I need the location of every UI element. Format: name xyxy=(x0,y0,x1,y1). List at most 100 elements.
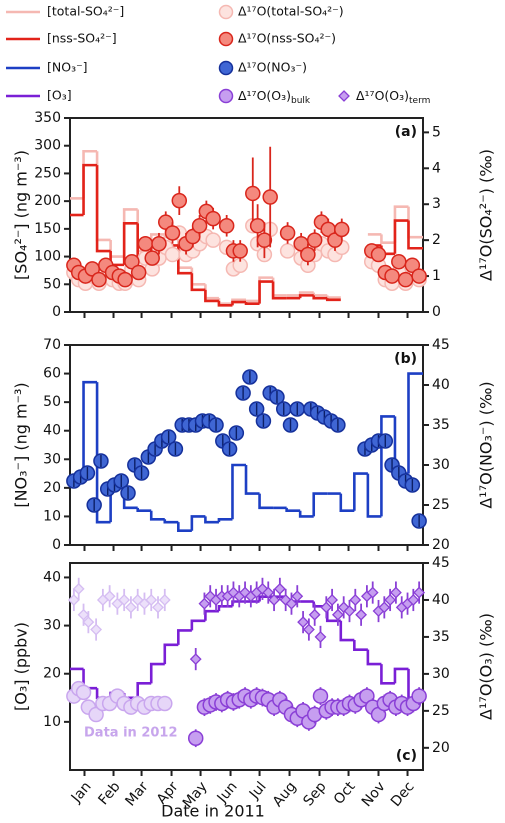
marker xyxy=(262,586,275,599)
step-line xyxy=(312,292,328,297)
y-tick-label: 300 xyxy=(34,138,61,154)
plot-frame xyxy=(69,562,424,771)
marker xyxy=(77,608,90,621)
y-tick-label: 0 xyxy=(52,537,61,553)
marker xyxy=(245,185,261,202)
marker xyxy=(82,616,95,629)
y-tick-label: 200 xyxy=(34,193,61,209)
marker xyxy=(312,688,329,704)
marker xyxy=(124,253,140,270)
step-line xyxy=(380,234,395,245)
step-line xyxy=(82,149,98,199)
y-tick-label: 70 xyxy=(43,337,61,353)
marker xyxy=(326,594,339,606)
y-tick-label: 30 xyxy=(43,618,61,634)
marker xyxy=(137,235,154,252)
legend-swatch xyxy=(218,88,234,104)
x-tick-label: Dec xyxy=(388,779,418,810)
x-tick-label: Feb xyxy=(95,779,123,808)
legend-swatch xyxy=(218,60,234,76)
step-line xyxy=(258,493,274,510)
marker xyxy=(411,268,427,284)
legend-swatch xyxy=(218,4,234,20)
step-line xyxy=(339,493,355,513)
marker xyxy=(306,232,323,248)
y-tick-label: 30 xyxy=(43,451,61,467)
marker xyxy=(90,623,103,636)
y2-tick-label: 35 xyxy=(432,417,450,433)
y2-tick-label: 3 xyxy=(432,196,441,212)
y2-tick-label: 35 xyxy=(432,629,450,645)
annotation: Data in 2012 xyxy=(84,726,178,741)
marker xyxy=(151,235,167,252)
step-line xyxy=(298,294,314,299)
marker xyxy=(152,601,164,614)
step-line xyxy=(231,600,247,607)
marker xyxy=(145,594,158,606)
marker xyxy=(164,246,181,263)
marker xyxy=(300,246,316,263)
marker xyxy=(88,706,104,723)
y2-tick-label: 45 xyxy=(432,337,450,353)
step-line xyxy=(353,472,368,511)
marker xyxy=(118,594,131,606)
marker xyxy=(256,582,269,595)
step-line xyxy=(122,208,138,257)
y-tick-label: 10 xyxy=(43,508,61,524)
legend-label: [total-SO₄²⁻] xyxy=(47,4,124,19)
step-line xyxy=(393,667,409,684)
step-line xyxy=(393,219,409,254)
step-line xyxy=(353,640,368,651)
marker xyxy=(158,594,171,606)
step-line xyxy=(339,620,355,642)
x-tick-label: Jul xyxy=(246,779,270,803)
legend-label: Δ¹⁷O(nss-SO₄²⁻) xyxy=(238,31,336,46)
marker xyxy=(384,594,397,606)
marker xyxy=(366,586,379,599)
legend-label: Δ¹⁷O(O₃)bulk xyxy=(238,88,311,106)
x-tick-label: Nov xyxy=(359,779,389,810)
step-line xyxy=(271,281,287,300)
step-line xyxy=(190,267,206,286)
step-line xyxy=(122,222,138,265)
plot-frame xyxy=(69,344,424,546)
panel-label: (c) xyxy=(396,748,417,764)
marker xyxy=(125,601,137,614)
marker xyxy=(189,653,202,666)
y2-tick-label: 20 xyxy=(432,740,450,756)
step-line xyxy=(217,298,233,305)
marker xyxy=(218,218,235,234)
marker xyxy=(75,684,92,701)
marker xyxy=(343,605,356,617)
marker xyxy=(171,192,188,209)
step-line xyxy=(285,507,301,513)
x-tick-label: Aug xyxy=(270,779,300,810)
y-tick-label: 50 xyxy=(43,276,61,292)
marker xyxy=(397,271,414,288)
y-tick-label: 60 xyxy=(43,366,61,382)
marker xyxy=(390,586,402,599)
x-axis-title: Date in 2011 xyxy=(161,802,265,821)
marker xyxy=(291,590,304,603)
marker xyxy=(413,586,426,599)
marker xyxy=(117,271,133,288)
y2-axis-title: Δ¹⁷O(SO₄²⁻) (‰) xyxy=(477,149,496,281)
y2-tick-label: 4 xyxy=(432,160,441,176)
step-line xyxy=(204,609,219,621)
marker xyxy=(144,250,160,266)
step-line xyxy=(95,165,111,253)
marker xyxy=(91,271,107,288)
marker xyxy=(131,594,144,606)
marker xyxy=(297,616,309,629)
y2-tick-label: 25 xyxy=(432,703,450,719)
marker xyxy=(279,243,296,259)
legend-label: [O₃] xyxy=(47,88,72,103)
step-line xyxy=(204,284,219,300)
marker xyxy=(268,594,280,606)
step-line xyxy=(95,151,111,242)
marker xyxy=(232,243,248,259)
marker xyxy=(249,218,266,234)
y-tick-label: 40 xyxy=(43,423,61,439)
marker xyxy=(164,225,181,241)
